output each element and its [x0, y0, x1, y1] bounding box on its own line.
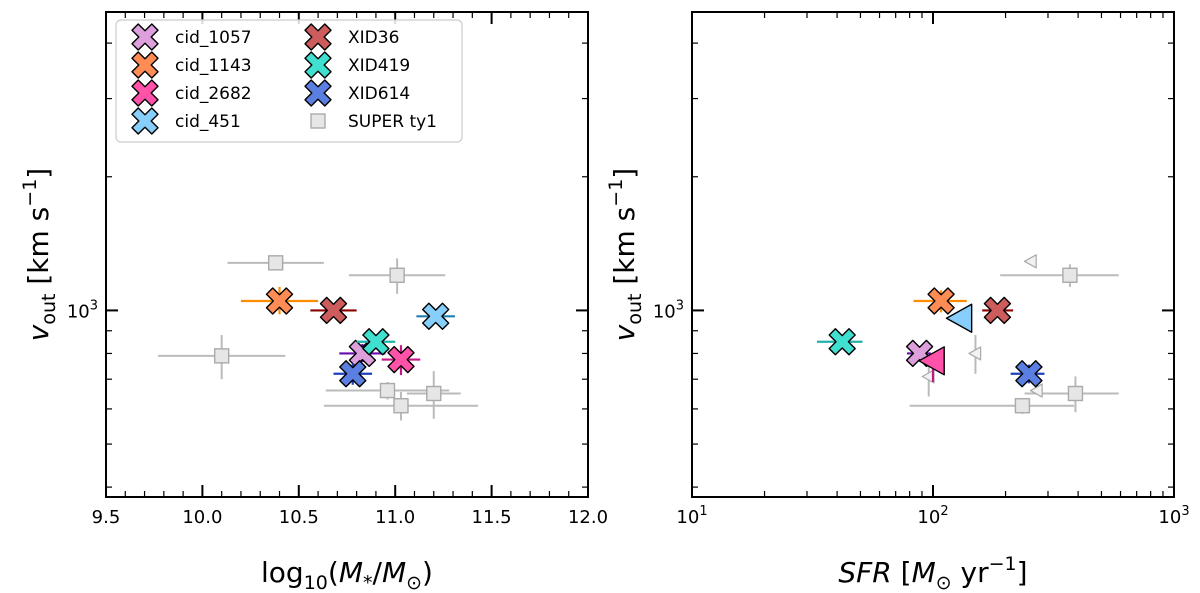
- right-point-super-ty1: [1014, 398, 1031, 414]
- right-y-axis-label: vout [km s−1]: [605, 168, 646, 341]
- left-point-super-ty1: [426, 385, 442, 402]
- right-y-tick-label: 103: [653, 298, 684, 322]
- right-point-super-ty1: [1067, 385, 1084, 402]
- right-x-axis-label: SFR [M⊙ yr−1]: [838, 553, 1027, 593]
- right-point-xid36: [983, 296, 1012, 325]
- left-x-tick-label: 10.5: [279, 507, 319, 528]
- right-point-cid-2682: [918, 346, 945, 376]
- right-point-super-ty1: [1062, 267, 1078, 283]
- right-point-super-ty1: [1023, 254, 1037, 269]
- legend-label-cid-2682: cid_2682: [175, 84, 252, 104]
- right-x-tick-label: 101: [676, 504, 707, 528]
- right-point-xid419: [828, 328, 856, 356]
- left-point-super-ty1: [393, 398, 409, 414]
- legend-label-xid419: XID419: [348, 56, 410, 76]
- left-point-cid-1143: [265, 287, 294, 315]
- left-point-cid-2682: [387, 345, 415, 374]
- legend-frame: [115, 19, 463, 143]
- legend-label-cid-1143: cid_1143: [175, 56, 252, 76]
- right-point-cid-451: [945, 303, 973, 333]
- legend-label-super-ty1: SUPER ty1: [348, 112, 437, 132]
- left-y-tick-label: 103: [67, 298, 98, 322]
- left-point-xid614: [339, 360, 367, 388]
- left-x-tick-label: 12.0: [568, 507, 608, 528]
- right-panel: 101 102 103 103 SFR [M⊙ yr−1] vout [km s−1]: [605, 11, 1190, 593]
- left-y-axis-label: vout [km s−1]: [19, 168, 60, 341]
- legend-marker-cid-451: [131, 107, 159, 135]
- right-point-cid-1143: [927, 287, 955, 315]
- left-x-tick-label: 11.0: [375, 507, 415, 528]
- left-x-tick-label: 11.5: [472, 507, 512, 528]
- legend-marker-cid-1057: [131, 23, 159, 51]
- left-point-super-ty1: [389, 267, 405, 283]
- legend-marker-cid-1143: [131, 51, 159, 79]
- left-point-cid-451: [422, 302, 450, 330]
- left-point-xid36: [319, 296, 348, 325]
- legend-label-xid36: XID36: [348, 28, 399, 48]
- legend-label-cid-1057: cid_1057: [175, 28, 252, 48]
- legend-marker-xid419: [304, 51, 332, 79]
- left-point-super-ty1: [213, 348, 230, 364]
- left-x-tick-label: 10.0: [182, 507, 222, 528]
- right-plot-frame: [691, 11, 1175, 498]
- right-point-super-ty1: [968, 346, 982, 361]
- legend: cid_1057 cid_1143 cid_2682 cid_451 XID36 XID4…: [115, 19, 463, 143]
- legend-label-xid614: XID614: [348, 84, 410, 104]
- left-plot-frame: [105, 11, 589, 498]
- legend-marker-cid-2682: [131, 79, 159, 107]
- legend-marker-xid614: [304, 79, 332, 107]
- right-x-tick-label: 102: [917, 504, 948, 528]
- legend-label-cid-451: cid_451: [175, 112, 241, 132]
- right-point-super-ty1: [1029, 383, 1043, 398]
- left-x-axis-label: log10(M*/M⊙): [261, 556, 433, 593]
- left-point-super-ty1: [267, 255, 284, 271]
- left-point-super-ty1: [379, 382, 396, 399]
- left-point-xid419: [362, 328, 390, 356]
- left-x-tick-label: 9.5: [92, 507, 121, 528]
- left-panel: 9.5 10.0 10.5 11.0 11.5 12.0 103 log10(M*/M⊙) vo…: [19, 11, 608, 593]
- right-x-tick-label: 103: [1158, 504, 1189, 528]
- right-point-xid614: [1015, 360, 1043, 388]
- legend-marker-super-ty1: [310, 113, 326, 129]
- legend-marker-xid36: [304, 23, 332, 51]
